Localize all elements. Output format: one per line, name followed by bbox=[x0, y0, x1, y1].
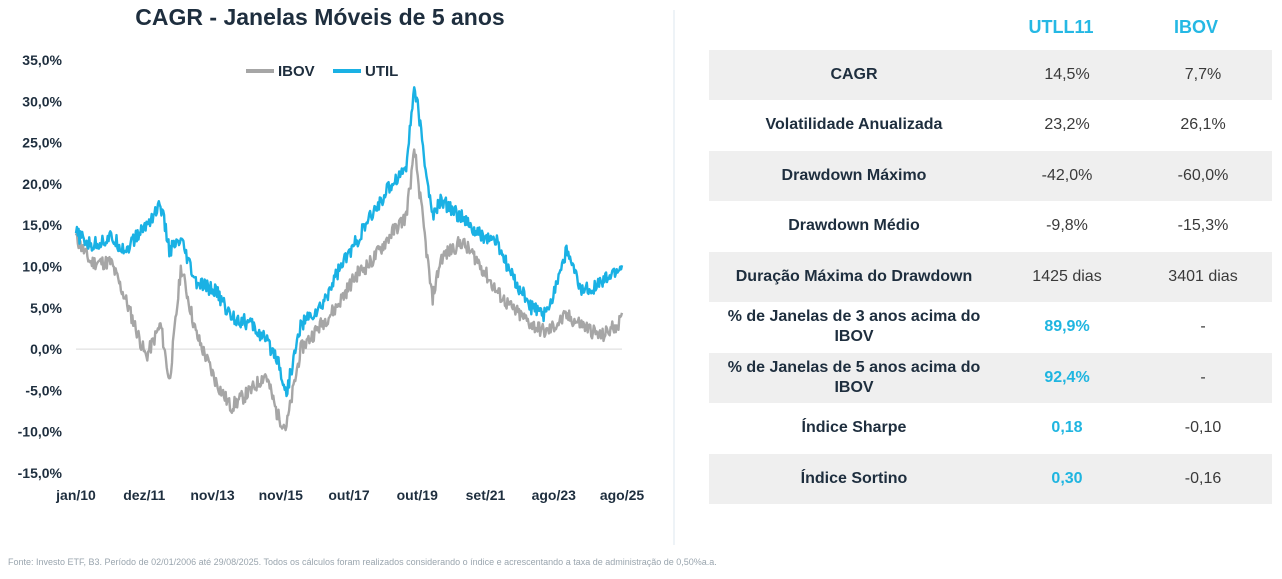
ibov-value: 3401 dias bbox=[1168, 268, 1238, 285]
ibov-value: -15,3% bbox=[1177, 217, 1229, 234]
table-header-utll11: UTLL11 bbox=[1028, 17, 1094, 37]
ibov-value: - bbox=[1200, 369, 1206, 386]
table-row-duracao-drawdown: Duração Máxima do Drawdown 1425 dias 340… bbox=[709, 252, 1272, 302]
x-tick-label: nov/15 bbox=[259, 487, 304, 503]
row-label: Drawdown Máximo bbox=[781, 167, 927, 184]
utll11-value: 14,5% bbox=[1044, 66, 1090, 83]
y-tick-label: 20,0% bbox=[22, 176, 62, 192]
series-line-util bbox=[74, 86, 624, 398]
y-tick-label: 25,0% bbox=[22, 135, 62, 151]
utll11-value: 1425 dias bbox=[1032, 268, 1102, 285]
y-tick-label: 15,0% bbox=[22, 217, 62, 233]
x-tick-label: out/19 bbox=[397, 487, 438, 503]
utll11-value: 0,30 bbox=[1051, 470, 1083, 487]
row-label: CAGR bbox=[830, 66, 878, 83]
utll11-value: -9,8% bbox=[1046, 217, 1088, 234]
x-tick-label: ago/23 bbox=[532, 487, 577, 503]
x-tick-label: nov/13 bbox=[190, 487, 235, 503]
y-tick-label: -5,0% bbox=[25, 382, 62, 398]
row-label: Volatilidade Anualizada bbox=[765, 116, 943, 133]
ibov-value: -0,10 bbox=[1184, 419, 1222, 436]
table-row-cagr: CAGR 14,5% 7,7% bbox=[709, 50, 1272, 100]
row-label: Índice Sharpe bbox=[801, 419, 907, 436]
x-tick-label: set/21 bbox=[466, 487, 506, 503]
y-tick-label: -15,0% bbox=[18, 465, 63, 481]
utll11-value: -42,0% bbox=[1041, 167, 1093, 184]
table-row-drawdown-medio: Drawdown Médio -9,8% -15,3% bbox=[709, 201, 1272, 251]
row-label: % de Janelas de 3 anos acima do IBOV bbox=[727, 308, 981, 345]
x-tick-label: ago/25 bbox=[600, 487, 645, 503]
footnote: Fonte: Investo ETF, B3. Período de 02/01… bbox=[8, 557, 717, 567]
utll11-value: 92,4% bbox=[1044, 369, 1090, 386]
ibov-value: -0,16 bbox=[1184, 470, 1222, 487]
legend-label-ibov: IBOV bbox=[278, 63, 315, 80]
ibov-value: 7,7% bbox=[1184, 66, 1222, 83]
chart-title: CAGR - Janelas Móveis de 5 anos bbox=[135, 4, 505, 30]
utll11-value: 89,9% bbox=[1044, 318, 1090, 335]
legend-label-util: UTIL bbox=[365, 63, 398, 80]
row-label: % de Janelas de 5 anos acima do IBOV bbox=[727, 359, 981, 396]
ibov-value: 26,1% bbox=[1180, 116, 1226, 133]
table-row-drawdown-maximo: Drawdown Máximo -42,0% -60,0% bbox=[709, 151, 1272, 201]
y-tick-label: 35,0% bbox=[22, 52, 62, 68]
x-tick-label: jan/10 bbox=[55, 487, 96, 503]
ibov-value: - bbox=[1200, 318, 1206, 335]
section-divider bbox=[673, 10, 675, 545]
table-row-janelas-5-anos: % de Janelas de 5 anos acima do IBOV 92,… bbox=[709, 353, 1272, 403]
row-label: Drawdown Médio bbox=[788, 217, 920, 234]
y-tick-label: 10,0% bbox=[22, 259, 62, 275]
y-tick-label: -10,0% bbox=[18, 424, 63, 440]
table-row-volatilidade: Volatilidade Anualizada 23,2% 26,1% bbox=[709, 100, 1272, 150]
x-tick-label: dez/11 bbox=[123, 487, 165, 503]
table-row-sharpe: Índice Sharpe 0,18 -0,10 bbox=[709, 403, 1272, 453]
line-chart: 35,0% 30,0% 25,0% 20,0% 15,0% 10,0% 5,0% 0,0% -5… bbox=[18, 52, 645, 503]
series-line-ibov bbox=[74, 148, 624, 432]
table-header-ibov: IBOV bbox=[1173, 17, 1218, 37]
row-label: Índice Sortino bbox=[800, 470, 908, 487]
table-row-sortino: Índice Sortino 0,30 -0,16 bbox=[709, 454, 1272, 504]
utll11-value: 23,2% bbox=[1044, 116, 1090, 133]
y-tick-label: 5,0% bbox=[30, 300, 62, 316]
utll11-value: 0,18 bbox=[1051, 419, 1083, 436]
y-tick-label: 0,0% bbox=[30, 341, 62, 357]
table-row-janelas-3-anos: % de Janelas de 3 anos acima do IBOV 89,… bbox=[709, 302, 1272, 352]
y-tick-label: 30,0% bbox=[22, 93, 62, 109]
row-label: Duração Máxima do Drawdown bbox=[735, 268, 973, 285]
x-tick-label: out/17 bbox=[328, 487, 369, 503]
ibov-value: -60,0% bbox=[1177, 167, 1229, 184]
